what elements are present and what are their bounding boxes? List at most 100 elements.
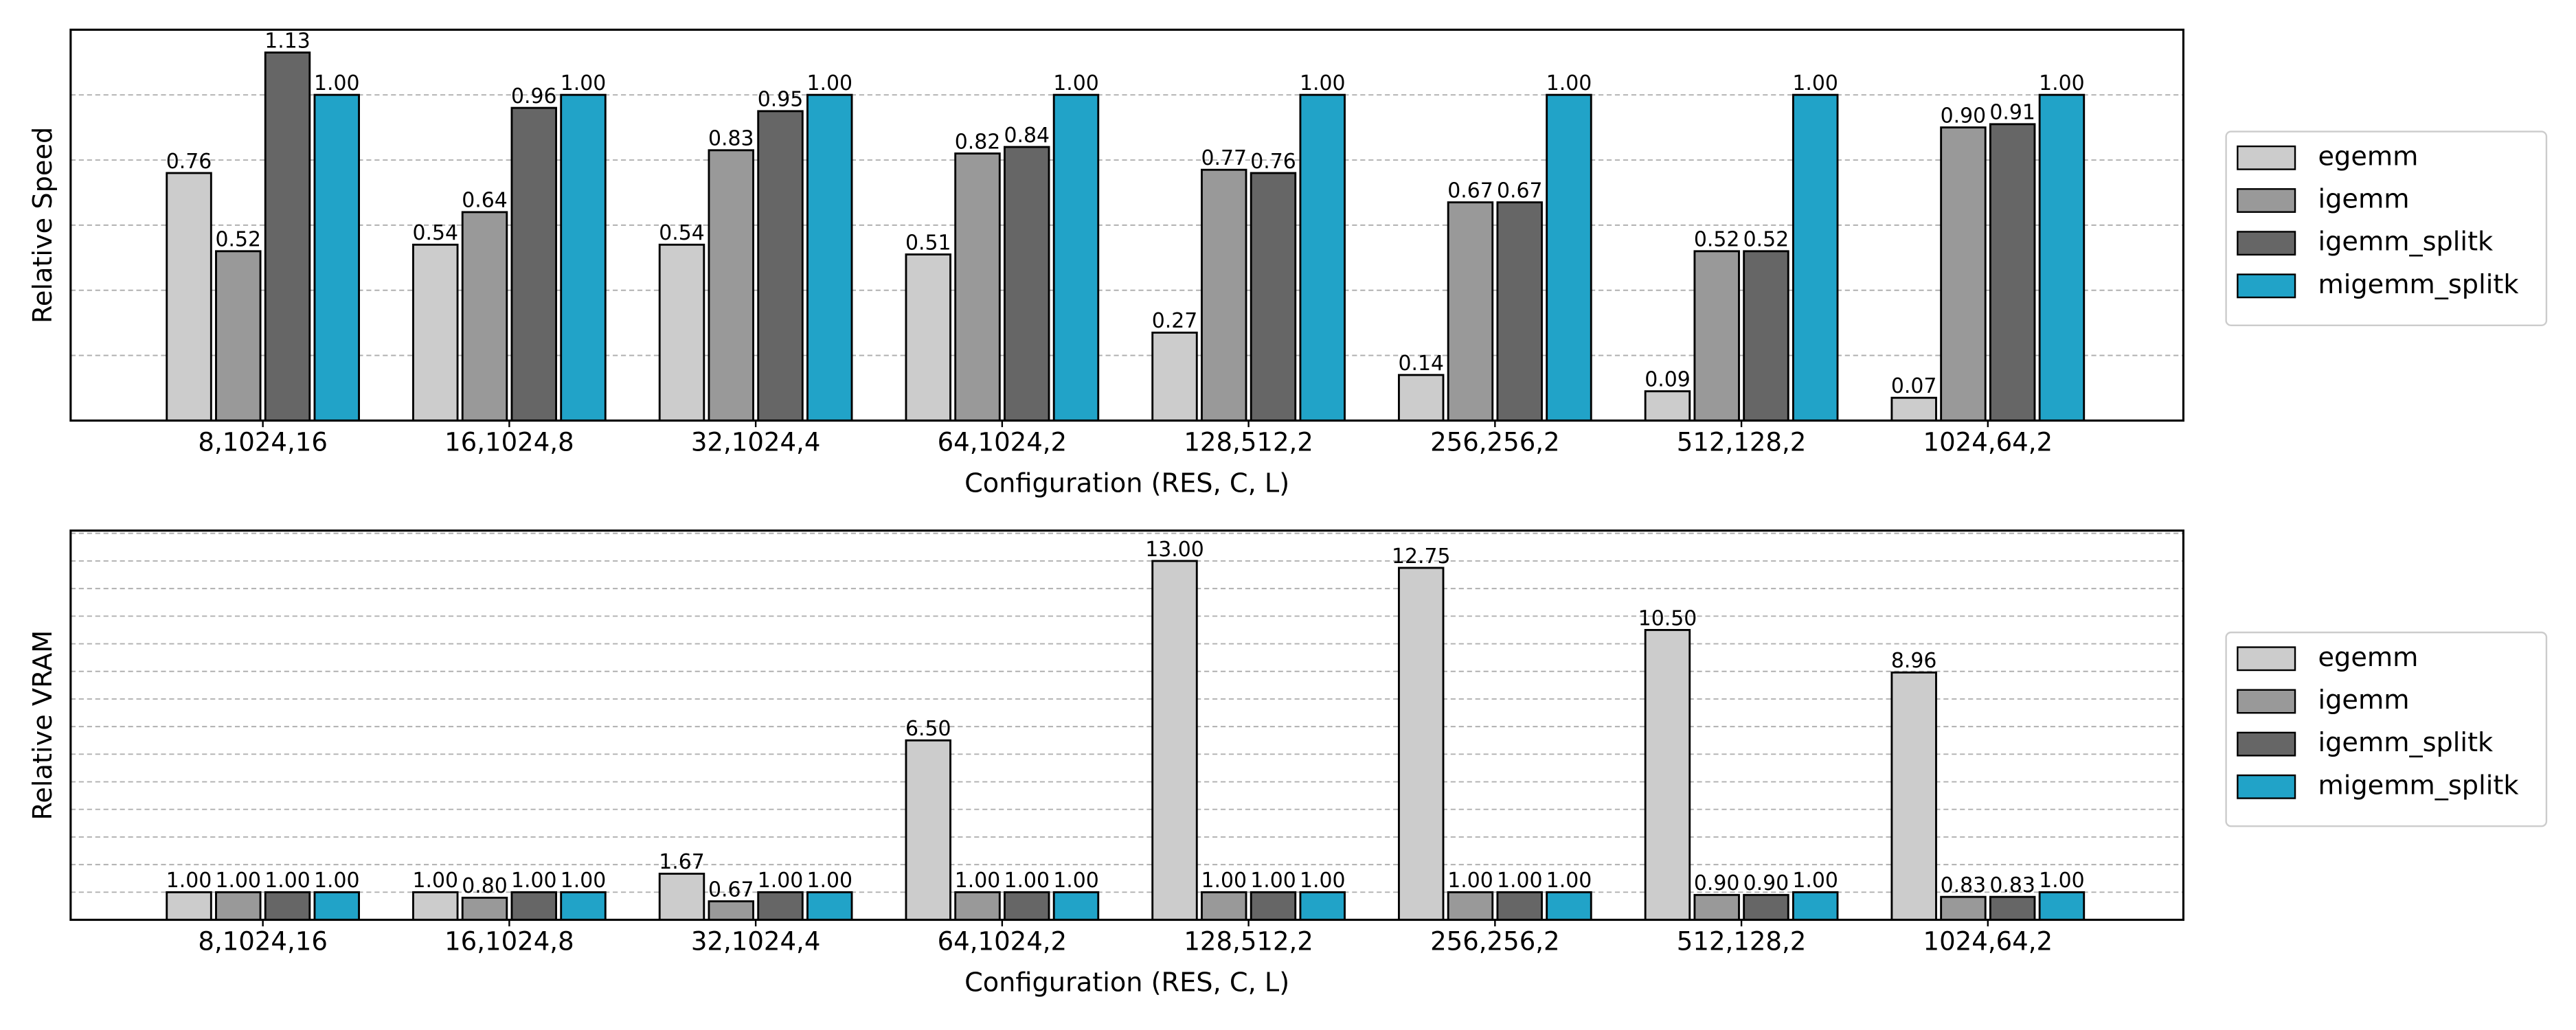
value-label: 1.00: [2039, 71, 2085, 95]
x-tick-label: 512,128,2: [1677, 427, 1807, 457]
bar: [461, 211, 508, 422]
value-label: 0.54: [413, 221, 459, 245]
value-label: 13.00: [1145, 538, 1204, 562]
bar: [954, 891, 1001, 921]
legend-label: igemm_splitk: [2318, 227, 2494, 258]
legend-label: igemm: [2318, 184, 2410, 215]
bar: [1151, 331, 1198, 422]
value-label: 0.52: [216, 228, 262, 252]
bar: [166, 891, 212, 921]
value-label: 0.95: [758, 88, 804, 112]
value-label: 1.00: [1792, 869, 1838, 893]
bar: [215, 250, 262, 422]
y-axis-label: Relative VRAM: [27, 630, 58, 821]
value-label: 0.27: [1152, 309, 1198, 333]
legend-swatch: [2237, 731, 2296, 757]
bar: [1792, 93, 1839, 422]
value-label: 0.90: [1743, 871, 1789, 895]
value-label: 6.50: [905, 717, 951, 741]
bar: [1940, 895, 1987, 921]
bar: [1250, 891, 1297, 921]
bar: [264, 52, 311, 422]
y-axis-label: Relative Speed: [27, 127, 58, 323]
bar: [1743, 250, 1789, 422]
value-label: 0.83: [1989, 873, 2035, 897]
value-label: 1.00: [314, 869, 360, 893]
value-label: 0.52: [1694, 228, 1740, 252]
value-label: 0.77: [1201, 146, 1247, 170]
value-label: 0.67: [1497, 179, 1543, 203]
bar: [313, 93, 360, 422]
axes-frame: [69, 28, 2184, 422]
bar: [1989, 123, 2036, 422]
x-tick-label: 256,256,2: [1430, 427, 1560, 457]
bar: [806, 93, 853, 422]
legend-swatch: [2237, 774, 2296, 799]
legend-label: igemm: [2318, 685, 2410, 716]
value-label: 1.00: [806, 869, 852, 893]
bar: [510, 891, 557, 921]
value-label: 1.00: [1300, 869, 1346, 893]
value-label: 1.00: [1546, 71, 1592, 95]
value-label: 1.00: [1250, 869, 1296, 893]
x-axis-label: Configuration (RES, C, L): [964, 967, 1289, 998]
value-label: 0.83: [1941, 873, 1987, 897]
bar: [1496, 201, 1543, 422]
value-label: 0.09: [1645, 368, 1691, 392]
x-tick-label: 256,256,2: [1430, 927, 1560, 957]
bar: [166, 172, 212, 422]
bar: [1546, 93, 1592, 422]
legend-label: egemm: [2318, 141, 2419, 172]
value-label: 0.54: [659, 221, 705, 245]
value-label: 1.00: [1201, 869, 1247, 893]
bar: [658, 243, 705, 422]
bar: [1496, 891, 1543, 921]
value-label: 1.00: [1300, 71, 1346, 95]
bar: [806, 891, 853, 921]
value-label: 1.00: [1447, 869, 1493, 893]
value-label: 1.00: [1004, 869, 1050, 893]
x-tick-label: 128,512,2: [1184, 927, 1313, 957]
legend-swatch: [2237, 689, 2296, 714]
value-label: 1.67: [659, 850, 705, 874]
bar: [1299, 891, 1346, 921]
bar: [954, 152, 1001, 422]
value-label: 0.82: [955, 130, 1001, 154]
value-label: 1.00: [511, 869, 557, 893]
value-label: 0.83: [708, 127, 754, 151]
value-label: 1.13: [264, 29, 310, 53]
bar: [1447, 891, 1494, 921]
value-label: 0.76: [166, 150, 212, 174]
x-tick-label: 128,512,2: [1184, 427, 1313, 457]
bar: [708, 900, 754, 921]
x-tick-label: 32,1024,4: [691, 427, 821, 457]
legend-label: migemm_splitk: [2318, 770, 2520, 801]
value-label: 0.07: [1891, 374, 1937, 398]
bar: [1299, 93, 1346, 422]
bar: [905, 253, 951, 422]
value-label: 0.76: [1250, 150, 1296, 174]
value-label: 0.14: [1398, 352, 1444, 376]
legend-swatch: [2237, 273, 2296, 299]
value-label: 0.80: [462, 874, 508, 898]
x-tick-label: 512,128,2: [1677, 927, 1807, 957]
bar: [658, 872, 705, 921]
bar: [510, 106, 557, 422]
legend-swatch: [2237, 231, 2296, 256]
value-label: 1.00: [264, 869, 310, 893]
value-label: 0.51: [905, 231, 951, 255]
bar: [215, 891, 262, 921]
value-label: 1.00: [561, 71, 607, 95]
value-label: 1.00: [216, 869, 262, 893]
legend-swatch: [2237, 188, 2296, 213]
value-label: 0.67: [1447, 179, 1493, 203]
bar: [1250, 172, 1297, 422]
bar: [1397, 566, 1445, 921]
x-tick-label: 64,1024,2: [938, 427, 1067, 457]
value-label: 1.00: [1546, 869, 1592, 893]
bar: [1052, 891, 1100, 921]
bar: [708, 149, 754, 422]
bar: [1052, 93, 1100, 422]
bar: [1693, 250, 1740, 422]
